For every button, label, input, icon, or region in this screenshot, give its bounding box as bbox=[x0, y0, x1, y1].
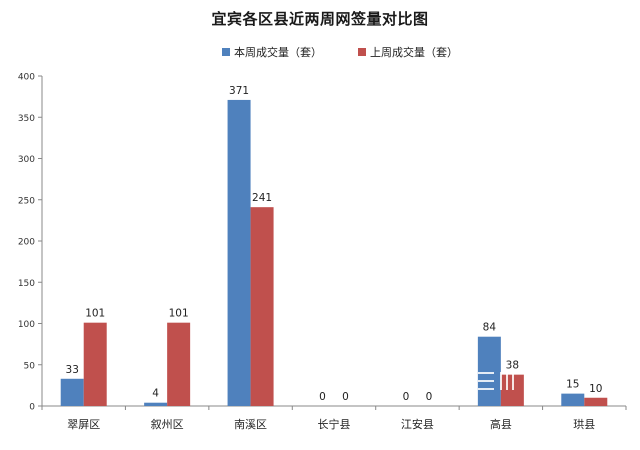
data-label: 0 bbox=[342, 391, 349, 403]
data-label: 10 bbox=[589, 383, 602, 395]
y-tick-label: 400 bbox=[18, 73, 35, 83]
y-tick-label: 300 bbox=[18, 155, 35, 165]
data-label: 84 bbox=[483, 322, 497, 334]
y-tick-label: 50 bbox=[24, 361, 36, 371]
data-label: 101 bbox=[85, 308, 105, 320]
data-label: 101 bbox=[169, 308, 189, 320]
data-label: 38 bbox=[506, 360, 519, 372]
bar bbox=[83, 322, 107, 406]
chart-title: 宜宾各区县近两周网签量对比图 bbox=[211, 10, 429, 28]
bar bbox=[250, 207, 274, 406]
y-tick-label: 150 bbox=[18, 279, 35, 289]
x-tick-label: 叙州区 bbox=[151, 417, 184, 431]
y-tick-label: 100 bbox=[18, 320, 35, 330]
x-tick-label: 高县 bbox=[490, 417, 512, 431]
data-label: 0 bbox=[426, 391, 433, 403]
legend-label-this-week: 本周成交量（套） bbox=[234, 46, 322, 59]
watermark-logo bbox=[478, 372, 514, 390]
bar bbox=[584, 397, 608, 406]
bar bbox=[144, 402, 168, 406]
bar bbox=[60, 378, 84, 406]
legend-label-last-week: 上周成交量（套） bbox=[370, 46, 458, 59]
y-tick-label: 0 bbox=[29, 403, 35, 413]
legend-item-this-week: 本周成交量（套） bbox=[222, 44, 322, 60]
data-label: 15 bbox=[566, 379, 579, 391]
chart-legend: 本周成交量（套） 上周成交量（套） bbox=[222, 44, 494, 60]
x-tick-label: 翠屏区 bbox=[67, 418, 100, 431]
x-tick-label: 南溪区 bbox=[234, 418, 267, 431]
legend-item-last-week: 上周成交量（套） bbox=[358, 44, 458, 60]
data-label: 33 bbox=[66, 364, 79, 376]
y-tick-label: 200 bbox=[18, 238, 35, 248]
data-label: 371 bbox=[229, 85, 249, 97]
x-tick-label: 长宁县 bbox=[318, 417, 351, 431]
legend-swatch-last-week bbox=[358, 48, 366, 56]
data-label: 0 bbox=[403, 391, 410, 403]
x-tick-label: 江安县 bbox=[401, 417, 434, 431]
data-label: 0 bbox=[319, 391, 326, 403]
bar bbox=[561, 393, 585, 406]
y-tick-label: 250 bbox=[18, 196, 35, 206]
data-label: 241 bbox=[252, 192, 272, 204]
bar bbox=[227, 99, 251, 407]
bar bbox=[167, 322, 191, 406]
x-tick-label: 珙县 bbox=[573, 417, 595, 431]
y-tick-label: 350 bbox=[18, 114, 35, 124]
data-label: 4 bbox=[152, 388, 159, 400]
legend-swatch-this-week bbox=[222, 48, 230, 56]
